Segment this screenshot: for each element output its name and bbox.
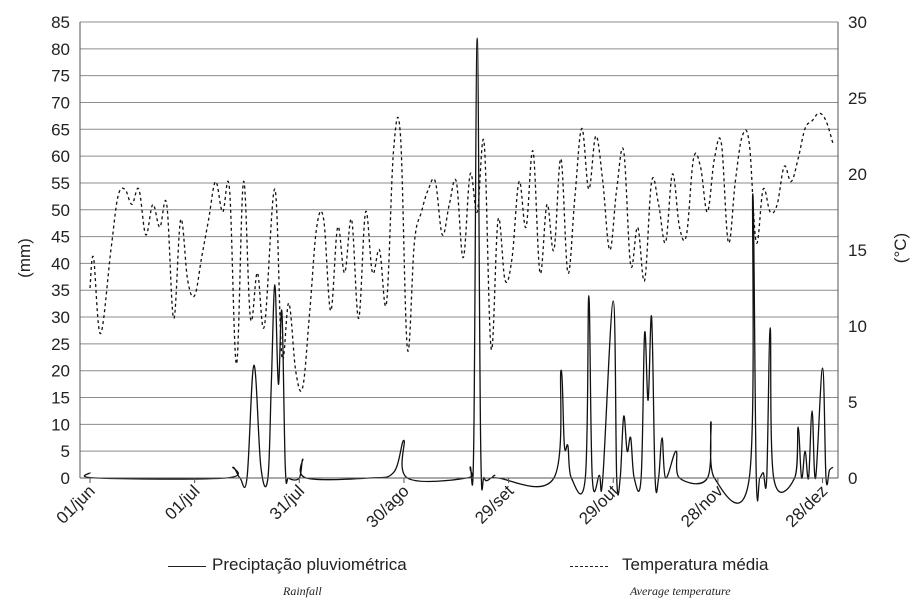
y-left-tick-label: 25 — [51, 335, 70, 354]
y-right-tick-label: 5 — [848, 393, 857, 412]
y-right-tick-label: 10 — [848, 317, 867, 336]
y-left-tick-label: 70 — [51, 93, 70, 112]
y-left-axis-label: (mm) — [15, 238, 34, 278]
gridlines — [80, 21, 838, 479]
y-right-axis-label: (°C) — [891, 233, 910, 263]
y-left-tick-label: 40 — [51, 254, 70, 273]
x-tick-label: 01/jun — [53, 481, 99, 527]
x-tick-label: 28/nov — [677, 481, 727, 531]
x-tick-label: 31/jul — [266, 481, 308, 523]
y-left-tick-label: 45 — [51, 228, 70, 247]
y-left-tick-label: 75 — [51, 67, 70, 86]
y-left-tick-label: 15 — [51, 389, 70, 408]
y-left-tick-label: 50 — [51, 201, 70, 220]
y-left-tick-label: 80 — [51, 40, 70, 59]
y-right-tick-label: 30 — [848, 13, 867, 32]
y-right-tick-label: 25 — [848, 89, 867, 108]
x-tick-label: 29/set — [471, 481, 517, 527]
series-line-temperature — [89, 112, 834, 392]
tick-labels: 0 5 10 15 20 25 30 35 40 45 50 55 60 65 70 75 80 85 0 5 10 15… — [51, 13, 867, 532]
y-left-tick-label: 65 — [51, 120, 70, 139]
y-left-tick-label: 85 — [51, 13, 70, 32]
series-line-rainfall — [83, 37, 834, 504]
x-tick-label: 01/jul — [161, 481, 203, 523]
x-tick-label: 29/out — [575, 481, 622, 528]
y-left-tick-label: 60 — [51, 147, 70, 166]
y-right-tick-label: 0 — [848, 469, 857, 488]
x-tick-label: 28/dez — [782, 481, 832, 531]
y-left-tick-label: 55 — [51, 174, 70, 193]
axes — [79, 22, 839, 483]
x-tick-label: 30/ago — [363, 481, 413, 531]
y-left-tick-label: 35 — [51, 281, 70, 300]
y-right-tick-label: 20 — [848, 165, 867, 184]
y-left-tick-label: 0 — [61, 469, 70, 488]
y-left-tick-label: 30 — [51, 308, 70, 327]
y-left-tick-label: 10 — [51, 415, 70, 434]
series-layer — [83, 37, 834, 504]
y-left-tick-label: 20 — [51, 362, 70, 381]
y-right-tick-label: 15 — [848, 241, 867, 260]
y-left-tick-label: 5 — [61, 442, 70, 461]
